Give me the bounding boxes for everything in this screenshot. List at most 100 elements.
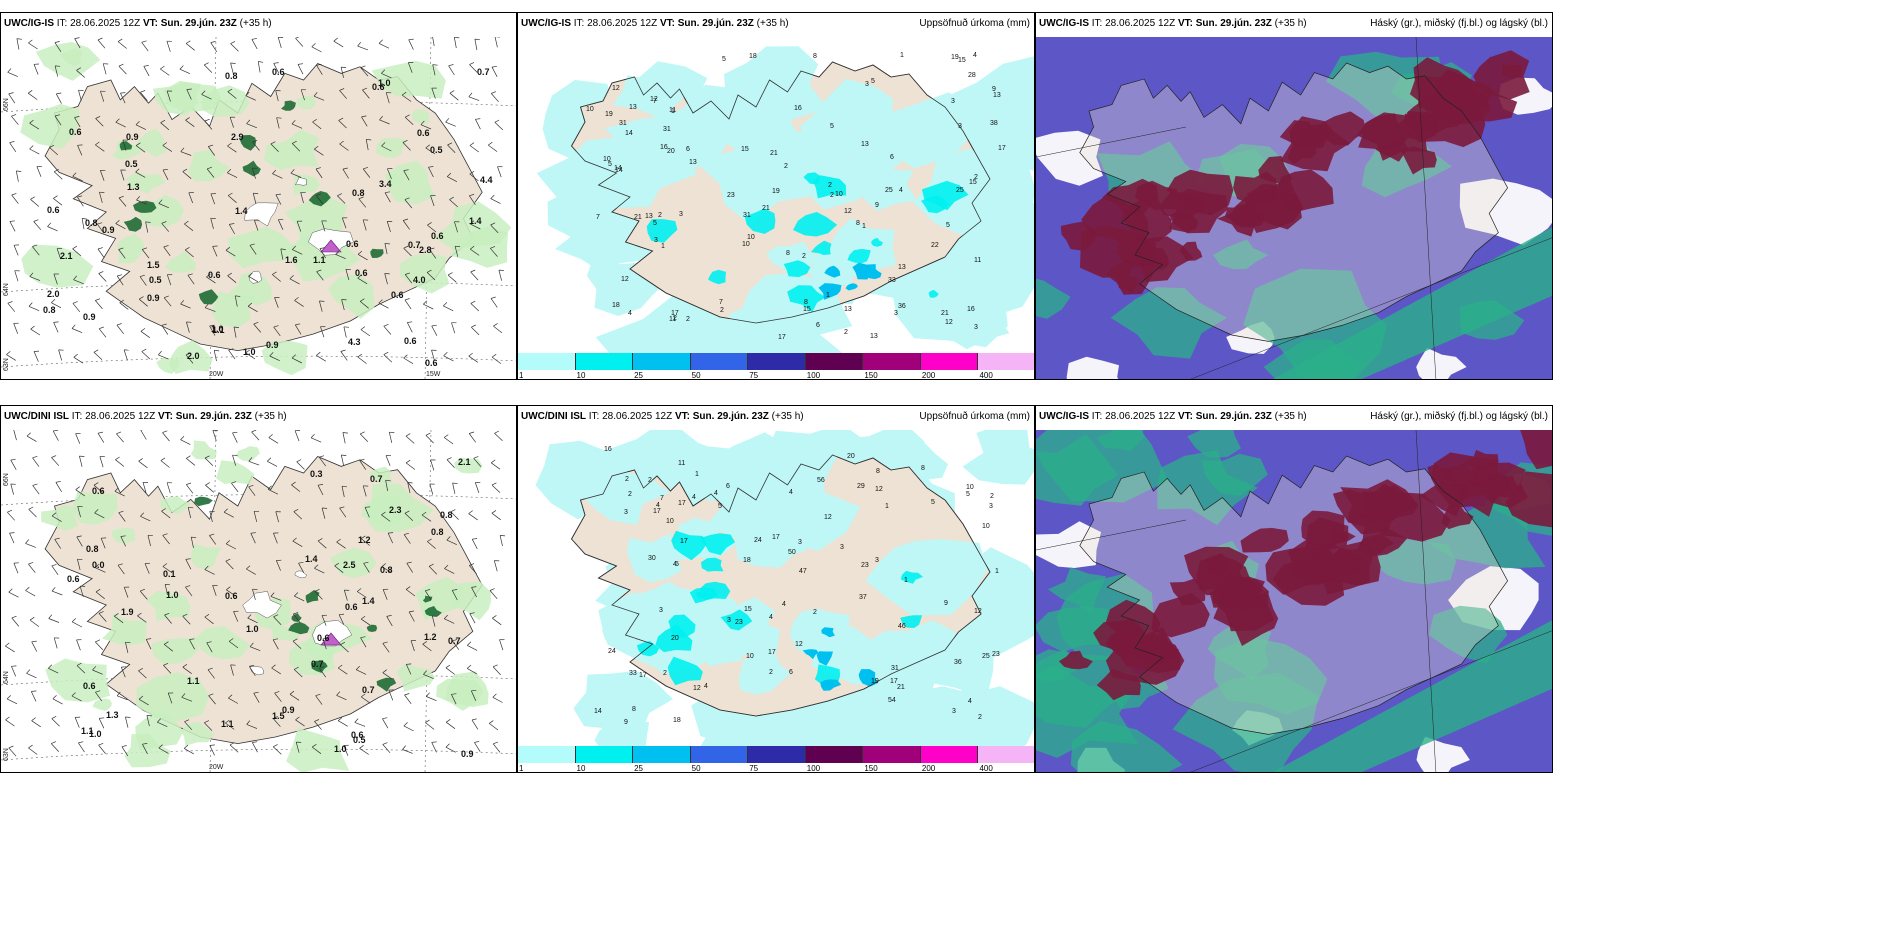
precip-value-label: 4 <box>789 489 793 496</box>
precip-field-land <box>913 148 1034 238</box>
precip-value-label: 1.0 <box>334 744 347 754</box>
colorbar-tick-label: 50 <box>691 764 701 773</box>
wind-barb-feather <box>388 532 394 534</box>
precip-value-label: 2 <box>813 609 817 616</box>
wind-barb <box>467 645 478 651</box>
precip-value-label: 4 <box>899 187 903 194</box>
wind-barb-feather <box>185 585 191 588</box>
wind-barb-feather <box>186 455 191 459</box>
wind-barb <box>92 669 103 675</box>
precip-10mm <box>700 533 736 556</box>
precip-value-label: 0.6 <box>272 67 285 77</box>
wind-barb <box>140 91 148 101</box>
precip-value-label: 5 <box>931 499 935 506</box>
wind-barb <box>446 459 455 468</box>
precip-patch <box>73 491 118 525</box>
precip-value-label: 9 <box>992 86 996 93</box>
wind-barb <box>405 462 416 470</box>
wind-barb <box>204 120 213 130</box>
wind-barb <box>425 147 436 155</box>
precip-value-label: 23 <box>861 562 869 569</box>
wind-barb-feather <box>314 564 319 569</box>
wind-barb <box>164 614 172 624</box>
wind-barb <box>5 645 15 653</box>
wind-barb-feather <box>160 457 166 461</box>
wind-barb <box>267 488 279 495</box>
precip-patch <box>454 458 483 474</box>
wind-barb <box>499 535 503 547</box>
wind-barb <box>76 639 81 651</box>
wind-barb <box>56 248 62 260</box>
wind-barb-feather <box>291 481 296 486</box>
precip-patch <box>138 194 184 228</box>
wind-barb <box>72 303 81 313</box>
wind-barb <box>162 432 170 442</box>
precip-value-label: 21 <box>897 684 905 691</box>
wind-barb-feather <box>272 716 278 719</box>
precip-value-label: 37 <box>859 594 867 601</box>
wind-barb-feather <box>271 664 276 669</box>
precip-colorbar: 1 10 25 50 75 100 150 200 400 <box>518 353 1034 379</box>
wind-barb-feather <box>53 321 59 323</box>
wind-barb <box>425 722 435 730</box>
precip-value-label: 1.4 <box>305 554 318 564</box>
precip-value-label: 0.6 <box>225 591 238 601</box>
precip-25mm <box>818 283 842 300</box>
wind-barb-feather <box>336 691 341 696</box>
wind-barb-feather <box>180 299 185 305</box>
wind-barb <box>140 331 151 338</box>
precip-value-label: 5 <box>718 503 722 510</box>
wind-barb <box>53 171 63 180</box>
precip-value-label: 3 <box>865 81 869 88</box>
wind-barb-feather <box>204 565 209 570</box>
wind-barb <box>359 433 369 443</box>
wind-barb <box>298 563 305 573</box>
precip-patch <box>436 678 483 711</box>
wind-barb-feather <box>268 434 273 438</box>
wind-barb-feather <box>473 456 479 459</box>
wind-barb <box>275 90 279 102</box>
wind-barb-feather <box>51 741 57 744</box>
wind-barb-feather <box>95 563 100 569</box>
wind-barb-feather <box>253 321 259 325</box>
wind-barb <box>362 168 371 178</box>
precip-value-label: 5 <box>722 56 726 63</box>
wind-barb <box>357 277 368 285</box>
wind-barb <box>118 249 126 259</box>
wind-barb-feather <box>204 62 209 66</box>
wind-barb <box>51 457 60 466</box>
wind-barb <box>362 219 367 231</box>
high-cloud <box>1217 203 1262 237</box>
wind-barb <box>431 325 438 336</box>
wind-barb-feather <box>188 506 194 509</box>
wind-barb <box>226 543 237 550</box>
wind-barb-feather <box>186 482 192 485</box>
precip-field-land <box>811 78 901 153</box>
wind-barb <box>339 507 347 518</box>
precip-value-label: 1 <box>671 108 675 115</box>
wind-barb <box>30 691 37 702</box>
wind-barb <box>311 46 322 53</box>
precip-value-label: 1.4 <box>235 206 248 216</box>
wind-barb-feather <box>469 142 475 146</box>
wind-barb-feather <box>11 114 17 117</box>
wind-barb <box>469 145 480 153</box>
precip-value-label: 3 <box>659 607 663 614</box>
wind-barb <box>184 249 194 258</box>
wind-barb <box>31 641 38 652</box>
wind-barb-feather <box>403 169 409 171</box>
wind-barb <box>359 301 369 309</box>
high-cloud <box>1279 120 1325 149</box>
high-cloud <box>1494 475 1522 498</box>
wind-barb-feather <box>316 63 322 66</box>
wind-barb <box>121 746 129 757</box>
wind-barb-feather <box>138 695 144 700</box>
wind-barb <box>25 590 36 597</box>
wind-barb-feather <box>117 274 123 277</box>
precip-value-label: 56 <box>817 477 825 484</box>
wind-barb-feather <box>143 65 149 67</box>
wind-barb <box>383 325 392 335</box>
colorbar-tick-label: 10 <box>576 764 586 773</box>
precip-value-label: 0.3 <box>310 469 323 479</box>
wind-barb <box>245 352 256 360</box>
